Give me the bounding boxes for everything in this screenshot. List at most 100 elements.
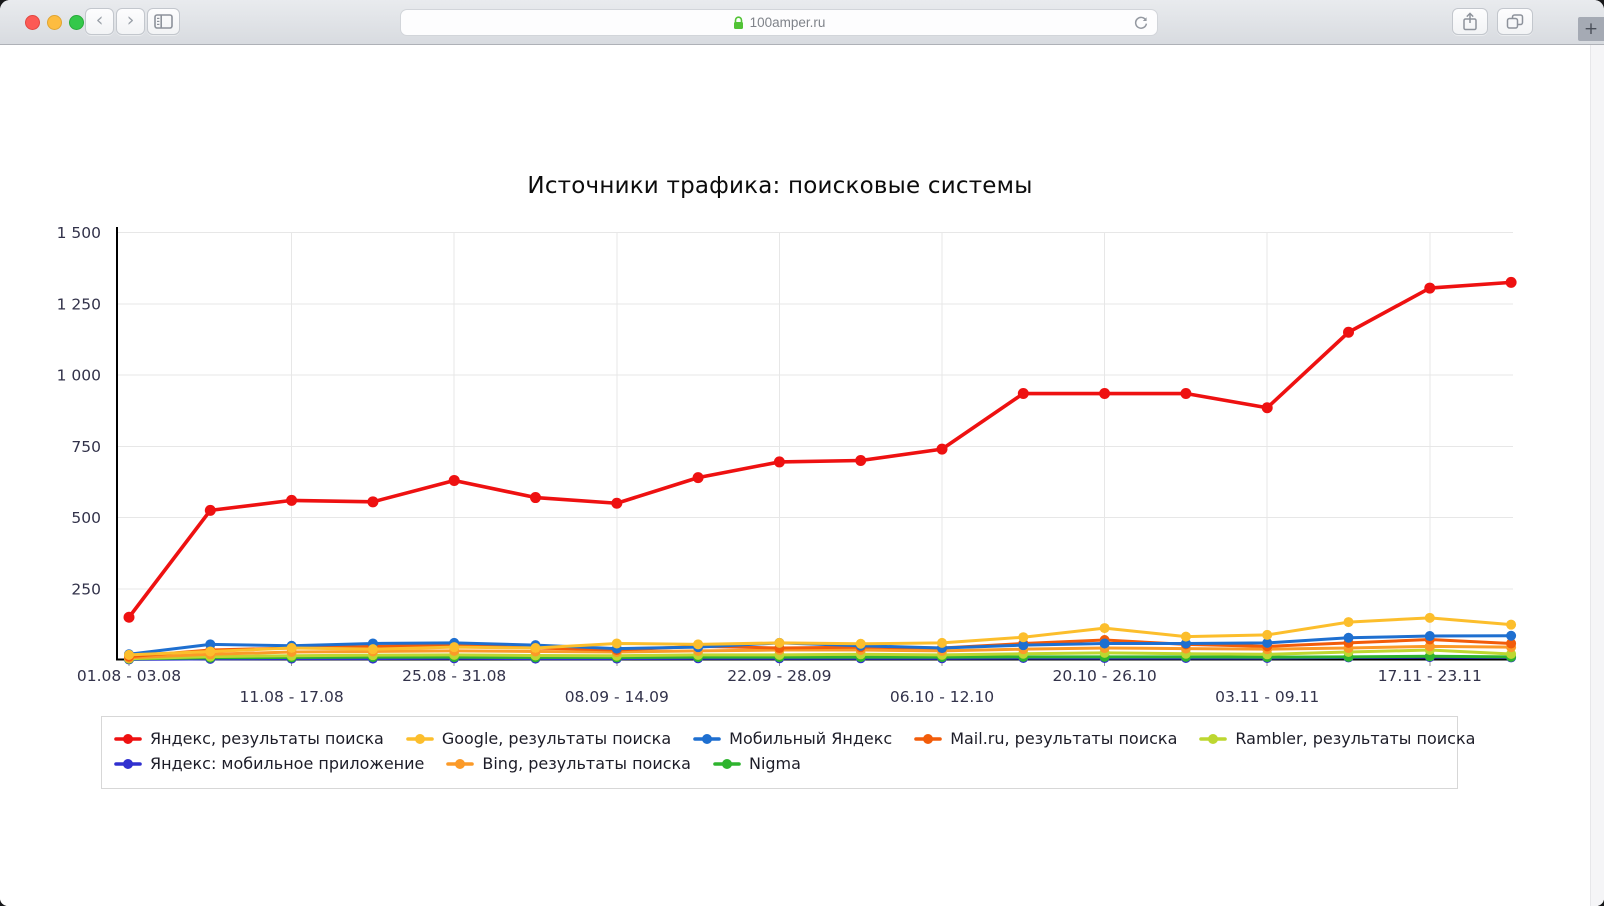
legend-label: Nigma (748, 754, 801, 773)
data-point-series-2[interactable] (205, 639, 216, 650)
data-point-series-1[interactable] (124, 649, 134, 660)
share-icon (1463, 12, 1477, 31)
data-point-series-0[interactable] (692, 472, 704, 484)
new-tab-button[interactable]: + (1578, 17, 1604, 41)
show-all-tabs-button[interactable] (1497, 8, 1533, 35)
plus-icon: + (1583, 19, 1599, 39)
sidebar-toggle-button[interactable] (147, 8, 180, 35)
close-window-button[interactable] (25, 14, 40, 30)
legend-item[interactable]: Яндекс, результаты поиска (114, 729, 384, 748)
data-point-series-2[interactable] (1262, 637, 1273, 648)
data-point-series-1[interactable] (1506, 619, 1517, 630)
data-point-series-0[interactable] (123, 611, 135, 623)
chevron-right-icon: › (126, 9, 135, 31)
data-point-series-0[interactable] (204, 504, 216, 516)
data-point-series-1[interactable] (611, 638, 622, 649)
address-bar[interactable]: 100amper.ru (400, 9, 1158, 36)
legend-marker-icon (114, 758, 142, 769)
tabs-icon (1506, 14, 1524, 29)
data-point-series-2[interactable] (1343, 632, 1354, 643)
data-point-series-0[interactable] (1505, 276, 1517, 288)
url-text: 100amper.ru (749, 15, 826, 30)
data-point-series-1[interactable] (367, 644, 378, 655)
data-point-series-1[interactable] (286, 643, 297, 654)
data-point-series-0[interactable] (367, 496, 379, 508)
data-point-series-1[interactable] (1180, 631, 1191, 642)
legend-marker-icon (406, 733, 434, 744)
browser-toolbar: ‹ › 100amper.ru (0, 0, 1604, 45)
lock-icon (733, 15, 743, 29)
data-point-series-0[interactable] (1099, 388, 1111, 400)
data-point-series-0[interactable] (1017, 388, 1029, 400)
sidebar-icon (154, 14, 173, 29)
legend-item[interactable]: Google, результаты поиска (406, 729, 671, 748)
legend-marker-icon (713, 758, 741, 769)
data-point-series-3[interactable] (1506, 638, 1517, 649)
legend-label: Мобильный Яндекс (729, 729, 893, 748)
legend-item[interactable]: Nigma (713, 754, 801, 773)
legend-item[interactable]: Rambler, результаты поиска (1199, 729, 1475, 748)
data-point-series-0[interactable] (286, 494, 298, 506)
line-chart: 250 500 750 1 000 1 250 1 500 01.08 - 03.08 11.… (57, 224, 1517, 706)
legend-item[interactable]: Bing, результаты поиска (446, 754, 691, 773)
x-axis-tick-label: 03.11 - 09.11 (1215, 688, 1319, 706)
share-button[interactable] (1452, 8, 1488, 35)
data-point-series-1[interactable] (774, 637, 785, 648)
data-point-series-0[interactable] (611, 497, 623, 509)
data-point-series-1[interactable] (449, 642, 460, 653)
x-axis-tick-label: 20.10 - 26.10 (1052, 667, 1156, 685)
data-point-series-2[interactable] (1424, 631, 1435, 642)
data-point-series-0[interactable] (1424, 282, 1436, 294)
legend-row: Яндекс: мобильное приложение Bing, резуль… (114, 754, 1445, 773)
legend-label: Google, результаты поиска (441, 729, 672, 748)
data-point-series-1[interactable] (1018, 632, 1029, 643)
data-point-series-0[interactable] (855, 455, 867, 466)
data-point-series-0[interactable] (1343, 326, 1354, 338)
data-point-series-4[interactable] (1506, 649, 1517, 660)
minimize-window-button[interactable] (47, 14, 62, 30)
forward-button[interactable]: › (116, 8, 145, 35)
y-axis-tick-label: 250 (71, 580, 101, 598)
series-line-0 (127, 280, 1513, 620)
legend-item[interactable]: Яндекс: мобильное приложение (114, 754, 424, 773)
x-axis-tick-label: 22.09 - 28.09 (727, 667, 831, 685)
y-axis-tick-label: 500 (71, 509, 101, 527)
data-point-series-1[interactable] (205, 646, 216, 657)
data-point-series-1[interactable] (1262, 629, 1273, 640)
data-point-series-2[interactable] (1180, 638, 1191, 649)
data-point-series-1[interactable] (1424, 612, 1435, 623)
x-axis-tick-label: 25.08 - 31.08 (402, 667, 506, 685)
data-point-series-0[interactable] (1261, 402, 1273, 414)
data-point-series-2[interactable] (1018, 640, 1029, 651)
data-point-series-0[interactable] (773, 456, 785, 468)
legend-label: Яндекс: мобильное приложение (150, 754, 425, 773)
data-point-series-0[interactable] (448, 474, 460, 486)
series-line-3 (127, 637, 1513, 659)
chevron-left-icon: ‹ (95, 9, 104, 31)
data-point-series-2[interactable] (1099, 638, 1110, 649)
data-point-series-0[interactable] (1180, 388, 1192, 400)
data-point-series-1[interactable] (1343, 617, 1354, 628)
data-point-series-2[interactable] (1506, 630, 1517, 641)
zoom-window-button[interactable] (69, 14, 84, 30)
data-point-series-1[interactable] (1099, 623, 1110, 634)
data-point-series-1[interactable] (693, 639, 704, 650)
legend-label: Rambler, результаты поиска (1235, 729, 1476, 748)
x-axis-tick-label: 01.08 - 03.08 (77, 667, 181, 685)
data-point-series-6[interactable] (1424, 641, 1435, 652)
back-button[interactable]: ‹ (85, 8, 114, 35)
vertical-scrollbar[interactable] (1590, 45, 1604, 906)
data-point-series-1[interactable] (855, 638, 866, 649)
data-point-series-1[interactable] (530, 643, 541, 654)
data-point-series-1[interactable] (937, 637, 947, 648)
legend-item[interactable]: Мобильный Яндекс (693, 729, 892, 748)
series-line-6 (127, 644, 1513, 660)
y-axis-tick-label: 750 (71, 438, 101, 456)
data-point-series-0[interactable] (936, 443, 948, 455)
x-axis-tick-label: 06.10 - 12.10 (890, 688, 994, 706)
reload-icon[interactable] (1133, 15, 1149, 31)
web-page: Источники трафика: поисковые системы 250… (0, 45, 1604, 906)
legend-item[interactable]: Mail.ru, результаты поиска (914, 729, 1177, 748)
data-point-series-0[interactable] (530, 492, 541, 504)
